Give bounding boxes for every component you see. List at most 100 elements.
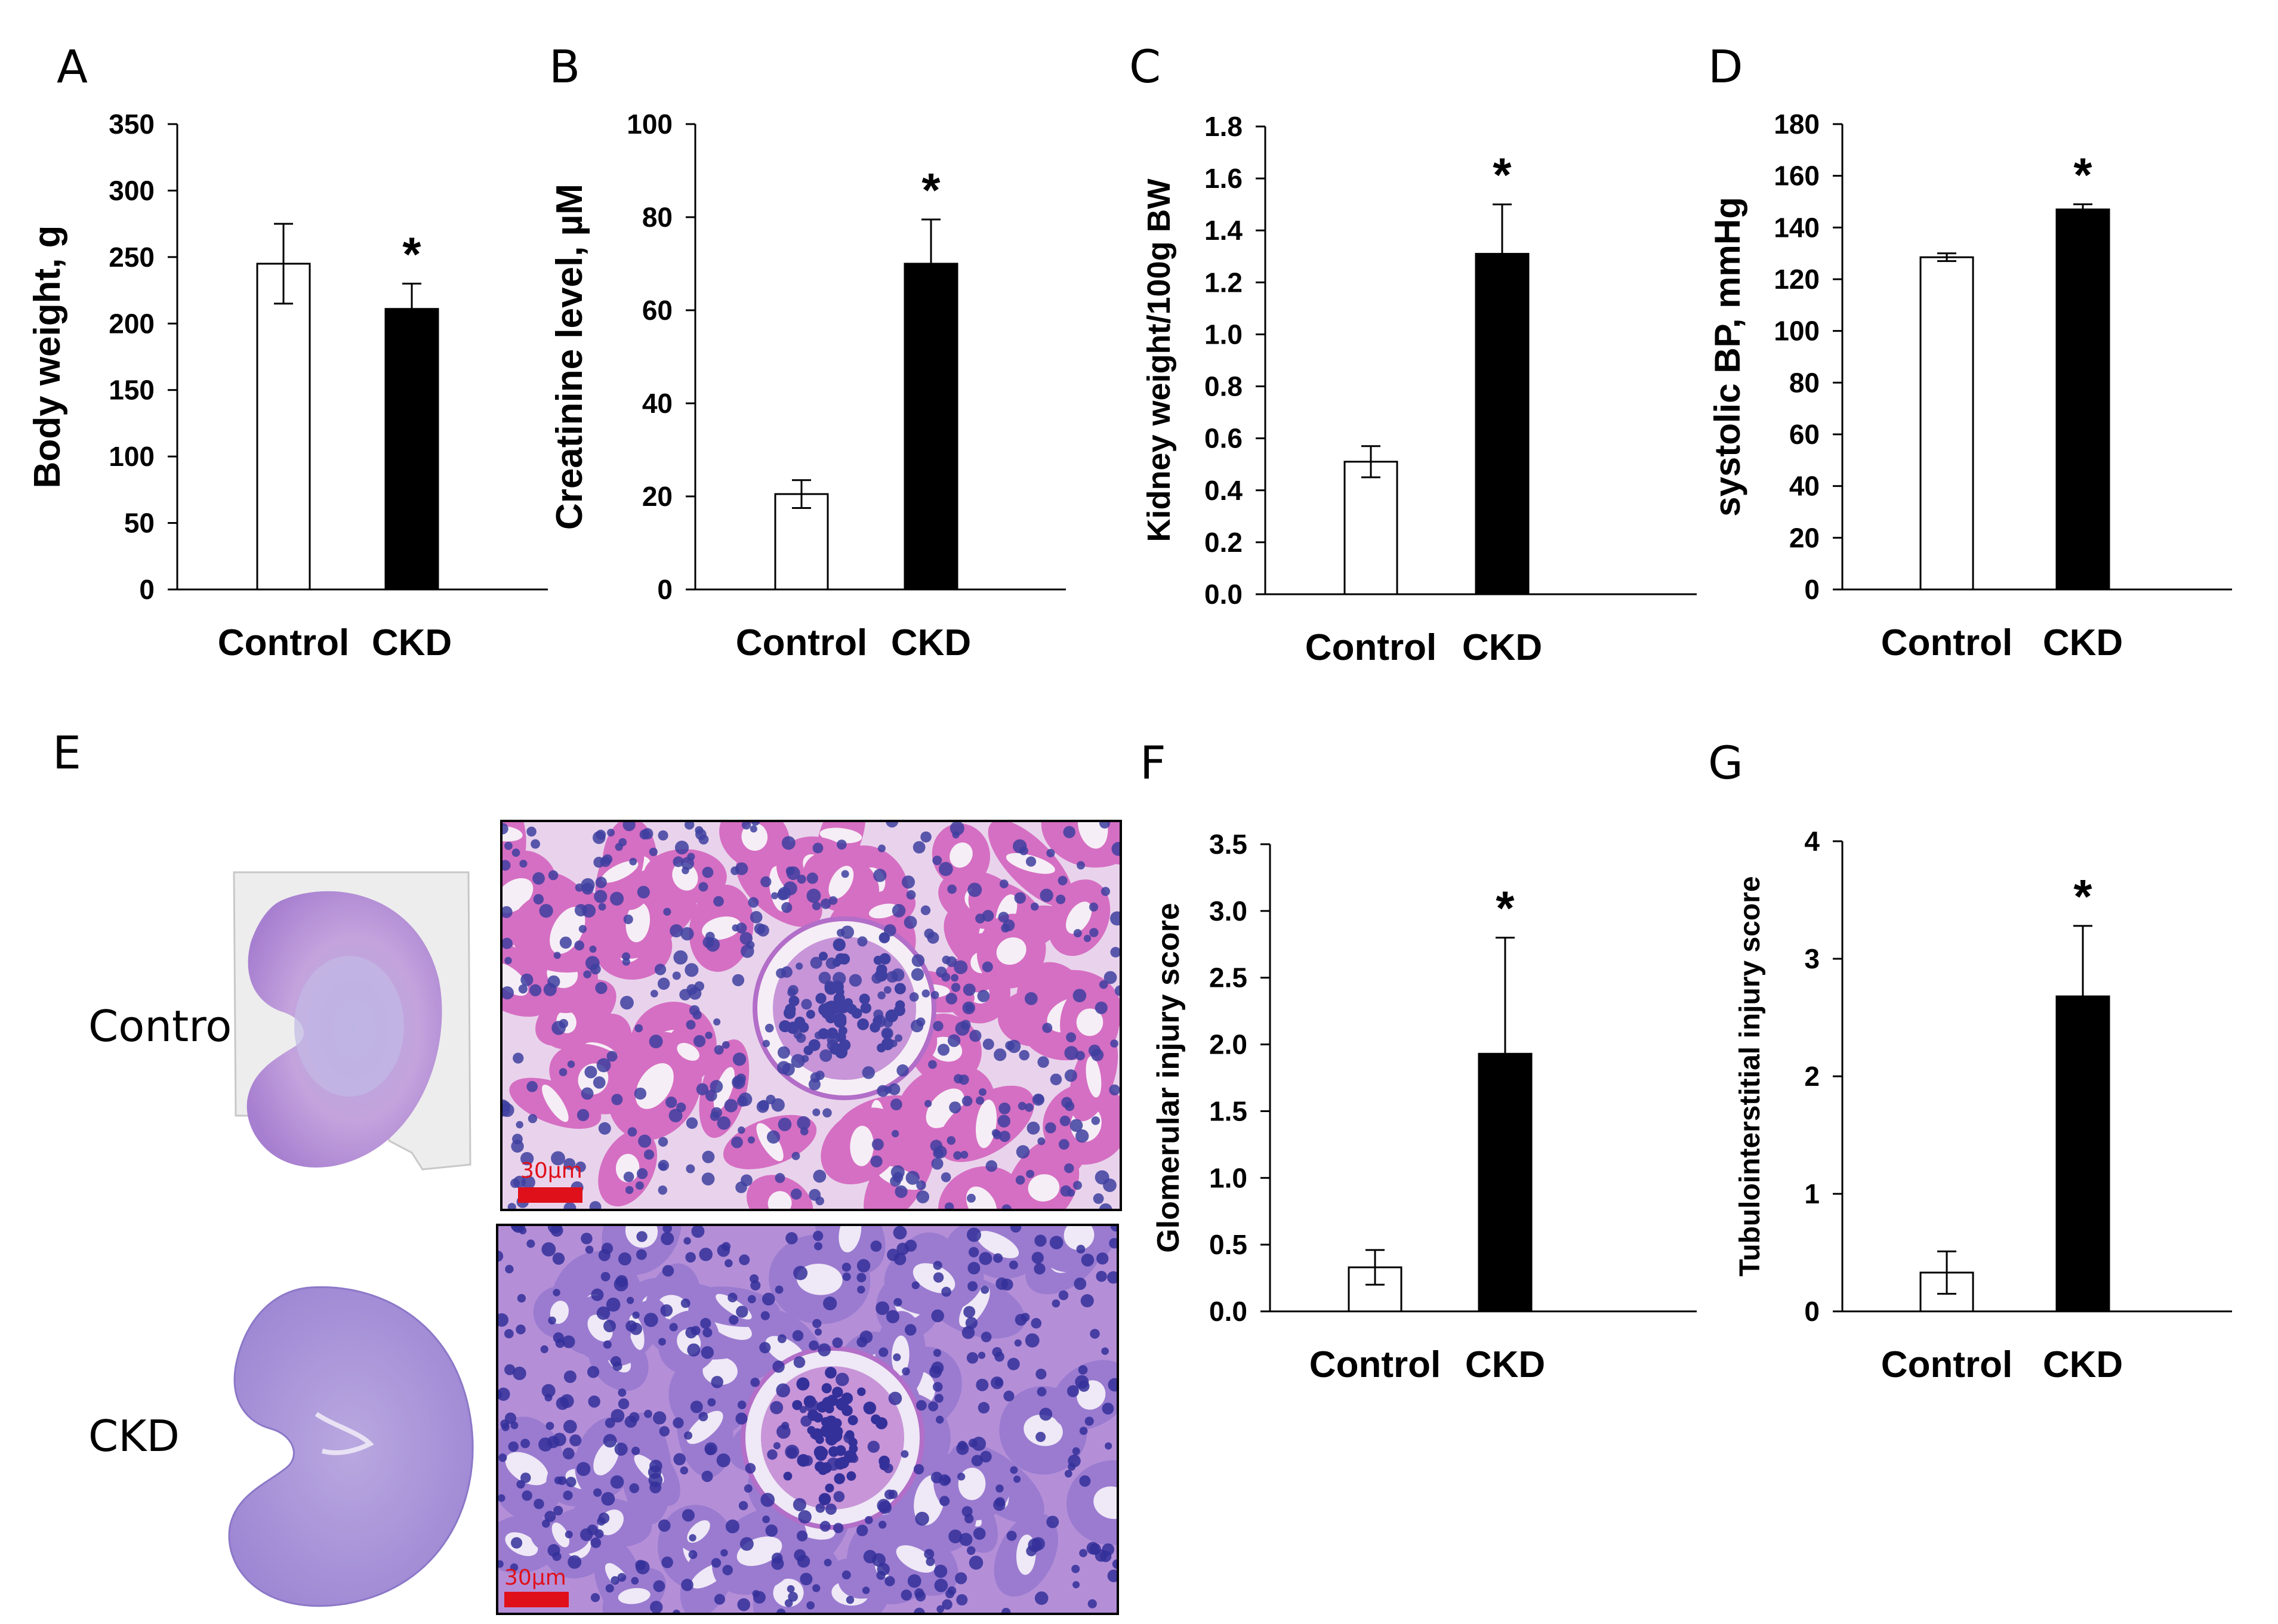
category-label-ckd: CKD bbox=[891, 622, 971, 663]
bar-control bbox=[1919, 256, 1974, 591]
chart-panel-a: A Control * CKD 0 50 100 150 200 250 300 350 Body we… bbox=[27, 40, 548, 663]
y-tick-label: 100 bbox=[109, 441, 155, 472]
y-tick-label: 160 bbox=[1774, 160, 1820, 192]
y-tick-label: 0 bbox=[657, 574, 673, 605]
y-tick-label: 3.5 bbox=[1209, 829, 1247, 860]
y-tick-label: 2.5 bbox=[1209, 962, 1247, 993]
scale-bar-ckd bbox=[504, 1592, 569, 1607]
micrograph-ckd: 30µm bbox=[496, 1224, 1119, 1615]
y-tick-label: 60 bbox=[1789, 419, 1820, 450]
y-tick-label: 1.0 bbox=[1209, 1162, 1247, 1193]
bar-ckd bbox=[1478, 1052, 1533, 1313]
error-bar-ckd bbox=[1493, 203, 1512, 254]
category-label-ckd: CKD bbox=[1465, 1344, 1545, 1385]
histology-row-label-ckd: CKD bbox=[88, 1411, 180, 1461]
panel-letter-b: B bbox=[549, 40, 580, 93]
category-label-control: Control bbox=[1881, 622, 2012, 663]
y-axis-label: Glomerular injury score bbox=[1151, 903, 1186, 1253]
y-tick-label: 4 bbox=[1804, 826, 1820, 857]
category-label-ckd: CKD bbox=[1462, 627, 1542, 668]
bar-ckd bbox=[904, 263, 958, 591]
panel-letter-e: E bbox=[53, 726, 81, 779]
y-tick-label: 0 bbox=[1804, 1296, 1820, 1327]
y-tick-label: 2.0 bbox=[1209, 1029, 1247, 1060]
y-axis-label: Creatinine level, µM bbox=[549, 184, 590, 530]
chart-panel-c: C Control * CKD 0.0 0.2 0.4 0.6 0.8 1.0 1.2 1.4 1.6 1… bbox=[1129, 40, 1697, 668]
y-tick-label: 250 bbox=[109, 242, 155, 273]
scale-bar-control bbox=[518, 1187, 582, 1203]
bar-ckd bbox=[1475, 252, 1530, 595]
error-bar-ckd bbox=[921, 218, 941, 264]
y-tick-label: 1.4 bbox=[1204, 215, 1243, 246]
y-tick-label: 200 bbox=[109, 308, 155, 339]
y-tick-label: 0 bbox=[1804, 574, 1820, 605]
y-tick-label: 40 bbox=[1789, 471, 1820, 502]
error-bar-control bbox=[1361, 445, 1380, 478]
chart-panel-f: F Control * CKD 0.0 0.5 1.0 1.5 2.0 2.5 3.0 3.5 Glom… bbox=[1140, 736, 1697, 1385]
error-bar-control bbox=[1937, 252, 1956, 263]
bar-control bbox=[1343, 461, 1398, 595]
y-tick-label: 3 bbox=[1804, 943, 1820, 974]
category-label-ckd: CKD bbox=[2043, 622, 2123, 663]
significance-marker: * bbox=[1493, 149, 1512, 202]
kidney-section-ckd bbox=[228, 1286, 474, 1607]
chart-panel-b: B Control * CKD 0 20 40 60 80 100 Creatinine level… bbox=[549, 40, 1066, 663]
y-tick-label: 0.4 bbox=[1204, 475, 1243, 506]
significance-marker: * bbox=[921, 163, 941, 217]
panel-letter-c: C bbox=[1129, 40, 1161, 93]
y-tick-label: 0.0 bbox=[1209, 1296, 1247, 1327]
y-axis-label: Kidney weight/100g BW bbox=[1141, 178, 1177, 542]
y-tick-label: 1.8 bbox=[1204, 111, 1243, 142]
y-tick-label: 300 bbox=[109, 175, 155, 206]
y-tick-label: 3.0 bbox=[1209, 896, 1247, 927]
category-label-control: Control bbox=[218, 622, 349, 663]
bar-control bbox=[256, 263, 311, 591]
error-bar-control bbox=[1365, 1249, 1385, 1286]
chart-panel-g: G Control * CKD 0 1 2 3 4 Tubulointerstitial inju… bbox=[1708, 736, 2232, 1385]
micrograph-control: 30µm bbox=[500, 820, 1122, 1211]
y-tick-label: 0.5 bbox=[1209, 1229, 1247, 1260]
scale-label-ckd: 30µm bbox=[504, 1566, 566, 1590]
panel-letter-d: D bbox=[1708, 40, 1743, 93]
y-tick-label: 40 bbox=[642, 388, 673, 419]
y-tick-label: 100 bbox=[627, 109, 673, 140]
error-bar-ckd bbox=[2073, 203, 2092, 209]
error-bar-ckd bbox=[402, 282, 421, 309]
panel-letter-g: G bbox=[1708, 736, 1743, 789]
y-tick-label: 0.2 bbox=[1204, 527, 1243, 558]
y-tick-label: 0.0 bbox=[1204, 579, 1243, 610]
y-tick-label: 20 bbox=[1789, 522, 1820, 553]
y-tick-label: 80 bbox=[1789, 367, 1820, 398]
y-tick-label: 180 bbox=[1774, 109, 1820, 140]
histology-row-label-control: Control bbox=[88, 1001, 243, 1051]
y-tick-label: 2 bbox=[1804, 1061, 1820, 1092]
error-bar-ckd bbox=[1496, 937, 1515, 1054]
bar-ckd bbox=[384, 308, 439, 591]
y-tick-label: 60 bbox=[642, 295, 673, 326]
y-tick-label: 1.0 bbox=[1204, 319, 1243, 350]
panel-letter-a: A bbox=[57, 40, 88, 93]
chart-panel-d: D Control * CKD 0 20 40 60 80 100 120 140 160 180 syst… bbox=[1707, 40, 2232, 663]
bar-ckd bbox=[2055, 208, 2110, 591]
y-axis-label: systolic BP, mmHg bbox=[1707, 197, 1747, 517]
scale-label-control: 30µm bbox=[520, 1159, 582, 1183]
y-tick-label: 80 bbox=[642, 202, 673, 233]
y-tick-label: 20 bbox=[642, 481, 673, 512]
y-tick-label: 1.5 bbox=[1209, 1095, 1247, 1126]
significance-marker: * bbox=[2073, 870, 2092, 923]
category-label-control: Control bbox=[736, 622, 867, 663]
y-tick-label: 0.6 bbox=[1204, 423, 1243, 454]
significance-marker: * bbox=[402, 227, 421, 280]
category-label-ckd: CKD bbox=[2043, 1344, 2123, 1385]
bar-control bbox=[774, 493, 829, 591]
y-tick-label: 100 bbox=[1774, 316, 1820, 347]
category-label-control: Control bbox=[1881, 1344, 2012, 1385]
significance-marker: * bbox=[1496, 882, 1515, 935]
category-label-control: Control bbox=[1305, 627, 1437, 668]
category-label-ckd: CKD bbox=[372, 622, 452, 663]
kidney-section-control bbox=[233, 871, 471, 1171]
y-tick-label: 50 bbox=[124, 508, 155, 539]
y-axis-label: Tubulointerstitial injury score bbox=[1734, 876, 1766, 1276]
